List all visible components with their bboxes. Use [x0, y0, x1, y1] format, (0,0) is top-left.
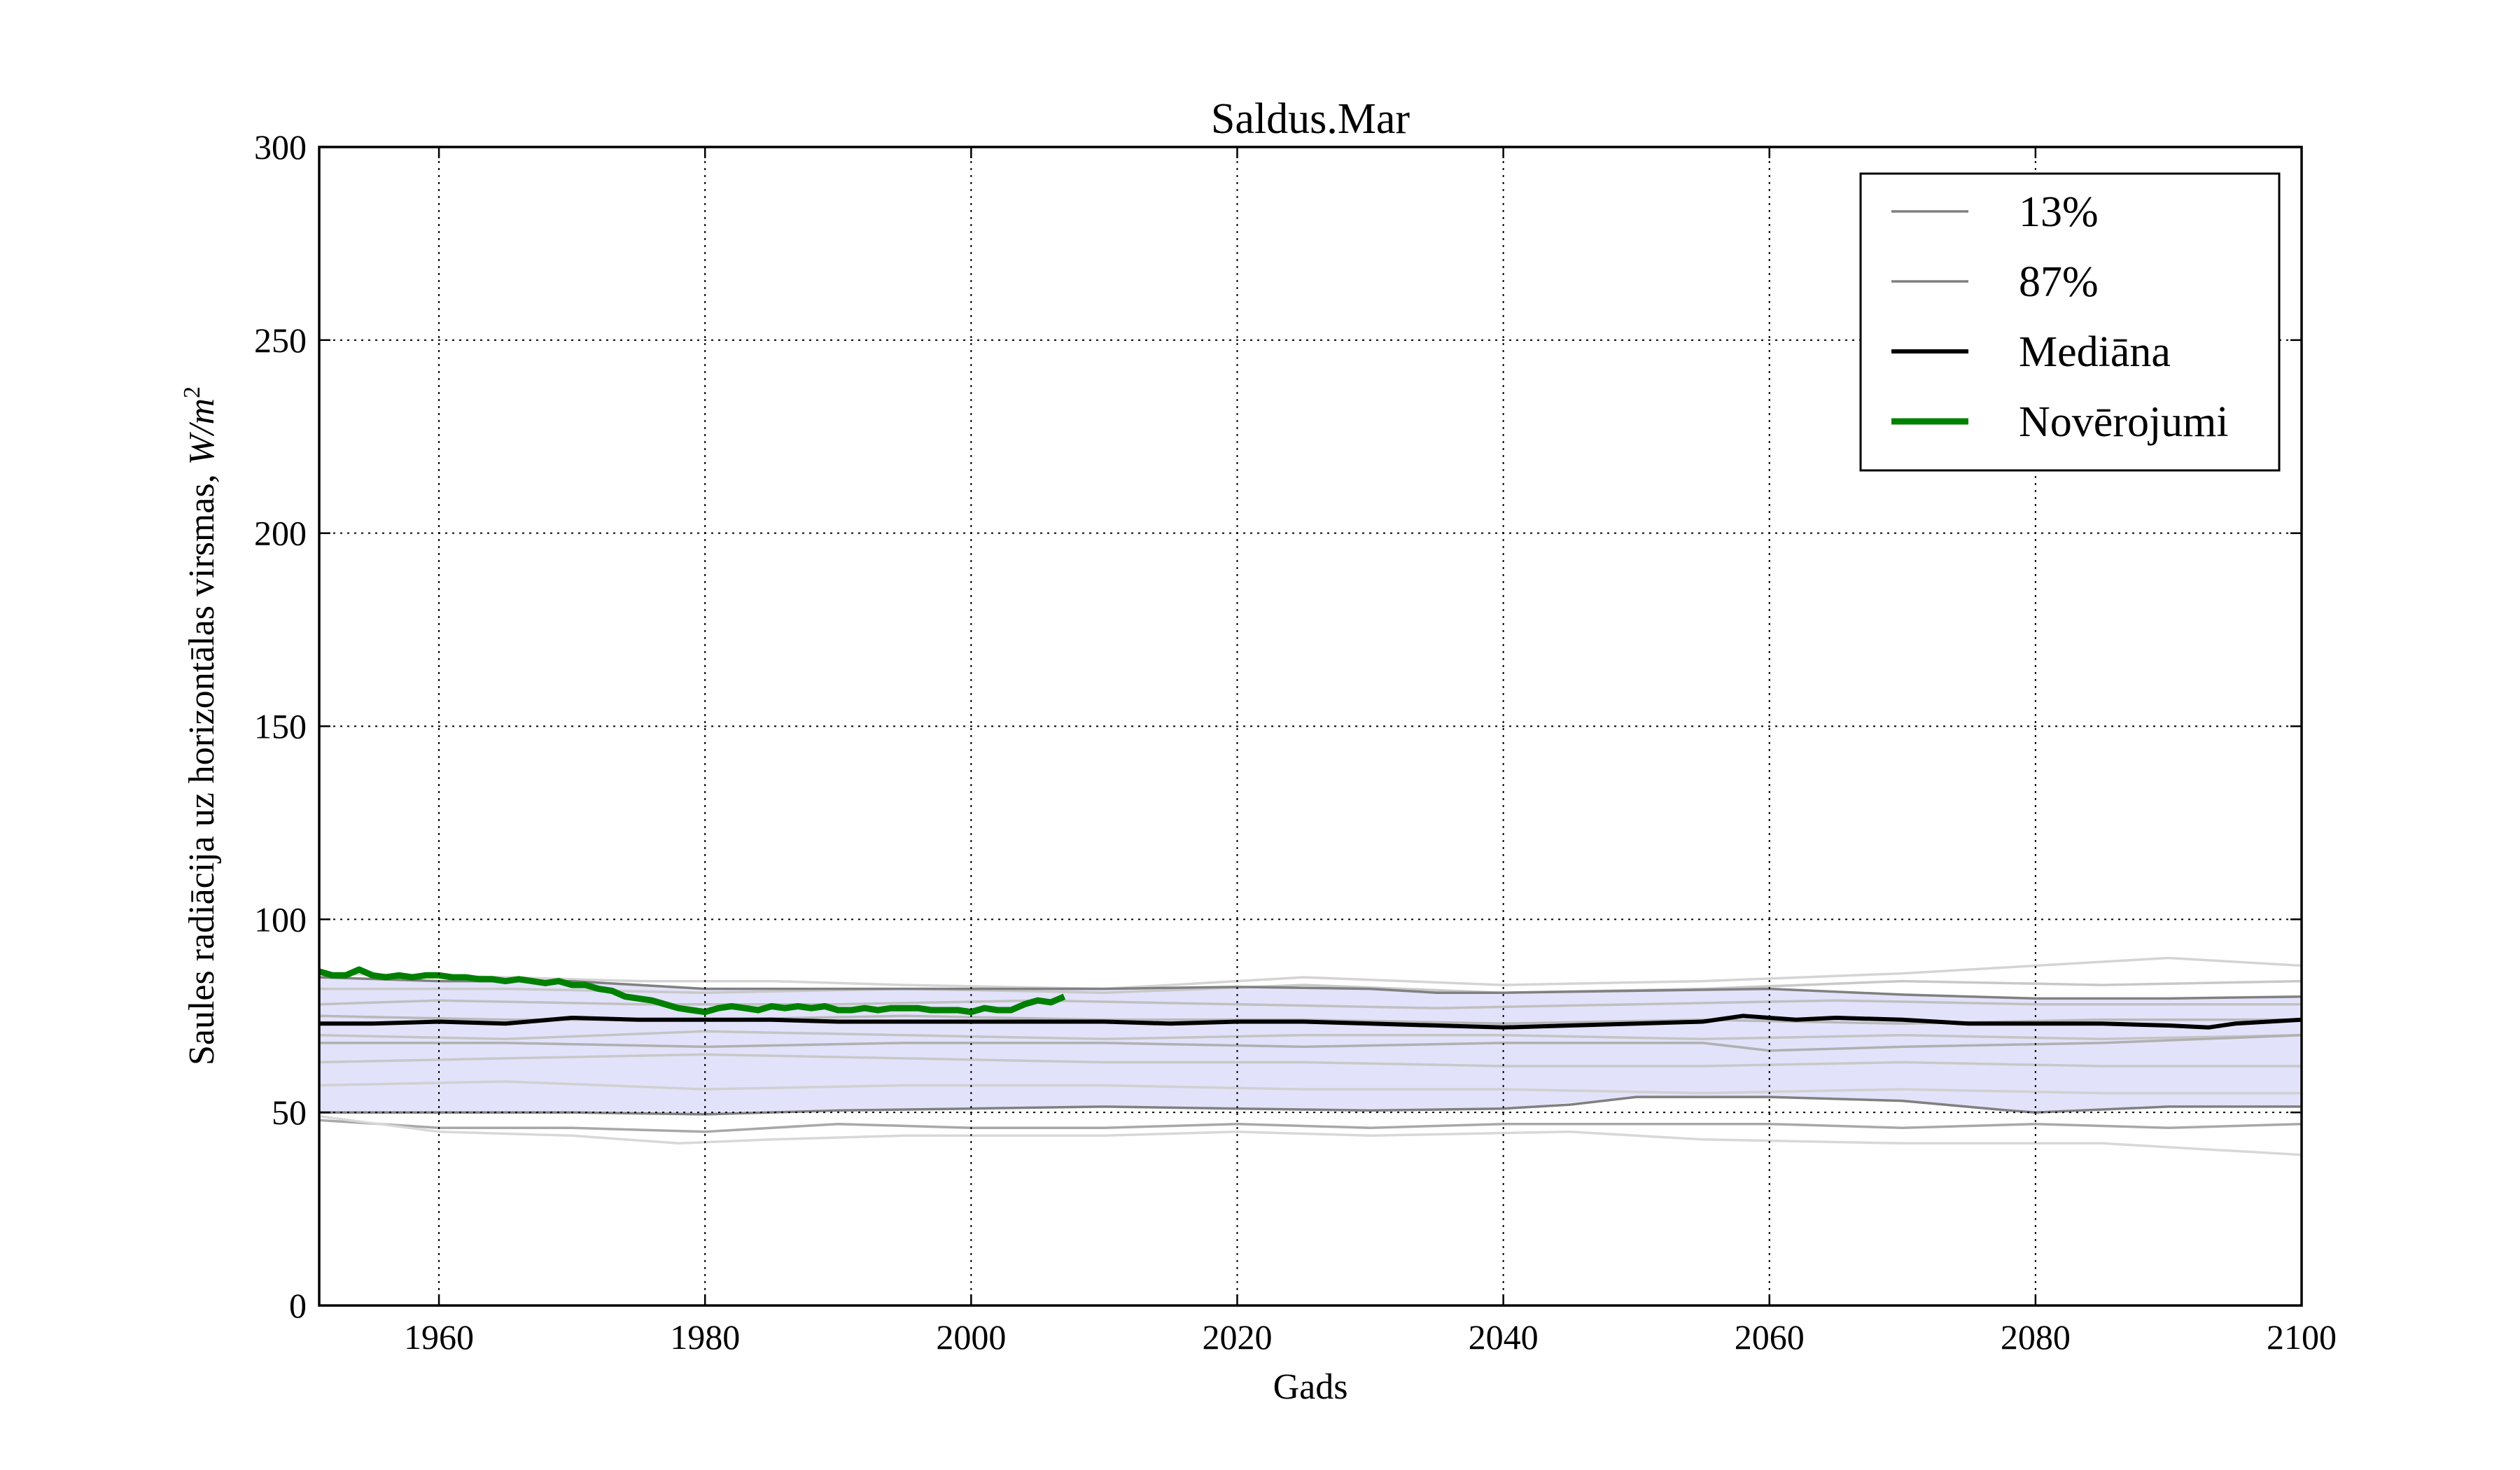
ensemble-member-line-5: [319, 1030, 2302, 1041]
series-line-13: [319, 1096, 2302, 1116]
legend: 13% 87% Mediāna Novērojumi: [1859, 172, 2281, 472]
legend-label: Mediāna: [2019, 328, 2171, 376]
y-axis-label-unit-exponent: 2: [179, 386, 205, 398]
legend-label: 13%: [2019, 188, 2099, 236]
plot-area: [319, 956, 2302, 1156]
x-tick-label: 2100: [2267, 1317, 2337, 1357]
x-tick-label: 2020: [1202, 1317, 1272, 1357]
y-tick-label: 50: [272, 1093, 307, 1132]
ensemble-member-line-8: [319, 1080, 2302, 1095]
x-axis-label: Gads: [1273, 1367, 1348, 1407]
y-axis-label: Saules radiācija uz horizontālas virsmas…: [179, 386, 222, 1065]
x-tick-label: 2060: [1735, 1317, 1805, 1357]
legend-label: Novērojumi: [2019, 398, 2229, 446]
y-tick-label: 0: [289, 1286, 307, 1325]
series-line-87: [319, 976, 2302, 1000]
series-line-mediana: [319, 1014, 2302, 1030]
x-tick-label: 1960: [404, 1317, 474, 1357]
ensemble-member-line-3: [319, 999, 2302, 1009]
x-tick-label: 2040: [1469, 1317, 1539, 1357]
legend-label: 87%: [2019, 258, 2099, 306]
y-tick-label: 250: [254, 321, 307, 360]
x-tick-label: 2000: [936, 1317, 1006, 1357]
series-line-noverojumi: [319, 966, 1066, 1016]
chart-title: Saldus.Mar: [1211, 95, 1410, 143]
y-tick-label: 100: [254, 899, 307, 939]
x-tick-label: 1980: [670, 1317, 740, 1357]
ensemble-member-line-7: [319, 1053, 2302, 1068]
ensemble-member-line-10: [319, 1114, 2302, 1156]
axis-ticks: 1960 1980 2000 2020 2040 2060 2080 2100 0 50 100 15…: [254, 127, 2337, 1357]
y-tick-label: 200: [254, 514, 307, 553]
ensemble-member-line-2: [319, 979, 2302, 994]
y-axis-label-text: Saules radiācija uz horizontālas virsmas…: [182, 465, 222, 1065]
y-tick-label: 150: [254, 707, 307, 746]
ensemble-member-line-9: [319, 1119, 2302, 1133]
y-axis-label-unit: W/m: [182, 398, 222, 465]
ensemble-member-line-6: [319, 1034, 2302, 1052]
y-tick-label: 300: [254, 127, 307, 167]
x-tick-label: 2080: [2001, 1317, 2071, 1357]
ensemble-member-line-1: [319, 956, 2302, 990]
